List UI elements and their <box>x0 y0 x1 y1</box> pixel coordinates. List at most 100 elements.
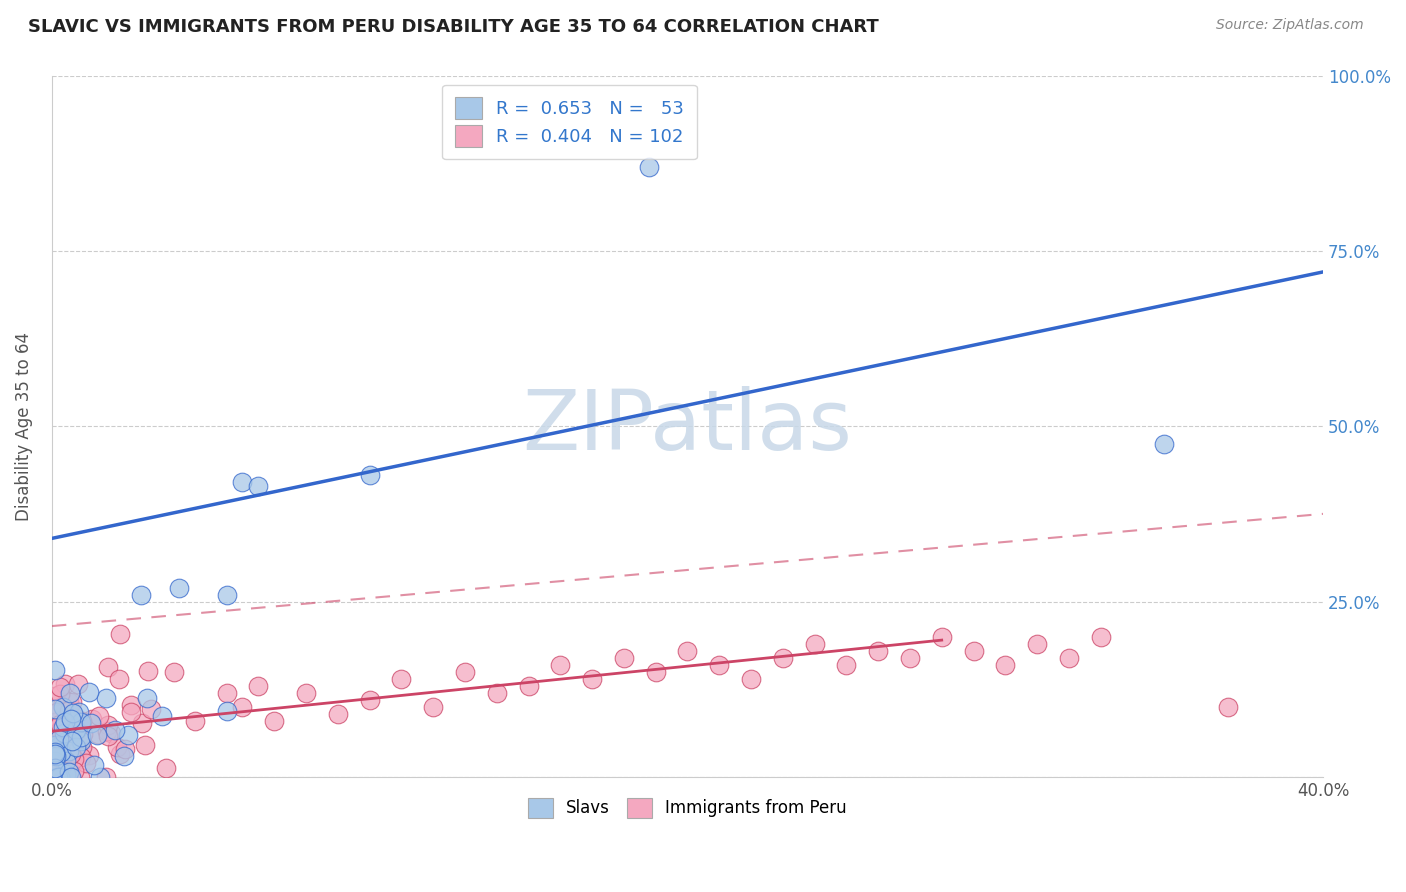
Point <box>139 702 162 716</box>
Point <box>644 665 666 679</box>
Point <box>100 726 122 740</box>
Point <box>231 475 253 490</box>
Point <box>59 712 82 726</box>
Point <box>51 752 73 766</box>
Point <box>110 747 132 761</box>
Point <box>48 739 70 754</box>
Point <box>62 706 84 721</box>
Point <box>44 755 66 769</box>
Point <box>60 770 83 784</box>
Point <box>53 677 76 691</box>
Point <box>53 726 76 740</box>
Point <box>44 747 66 761</box>
Point <box>44 714 66 729</box>
Point <box>63 752 86 766</box>
Point <box>49 764 72 778</box>
Point <box>44 739 66 753</box>
Point <box>51 698 73 713</box>
Point <box>46 770 69 784</box>
Point <box>868 643 890 657</box>
Point <box>65 723 87 738</box>
Point <box>550 657 572 672</box>
Point <box>70 730 93 744</box>
Point <box>110 627 132 641</box>
Point <box>46 755 69 769</box>
Legend: Slavs, Immigrants from Peru: Slavs, Immigrants from Peru <box>522 791 853 824</box>
Point <box>46 714 69 728</box>
Point <box>69 750 91 764</box>
Point <box>83 758 105 772</box>
Point <box>136 664 159 678</box>
Point <box>167 581 190 595</box>
Point <box>58 758 80 772</box>
Point <box>247 679 270 693</box>
Point <box>44 663 66 677</box>
Point <box>52 700 75 714</box>
Point <box>87 709 110 723</box>
Point <box>485 686 508 700</box>
Point <box>45 705 67 719</box>
Text: Source: ZipAtlas.com: Source: ZipAtlas.com <box>1216 18 1364 32</box>
Point <box>97 730 120 744</box>
Point <box>96 723 118 738</box>
Point <box>46 770 69 784</box>
Point <box>1090 630 1112 644</box>
Point <box>44 745 66 759</box>
Point <box>49 770 72 784</box>
Point <box>48 725 70 739</box>
Point <box>75 756 97 771</box>
Point <box>55 766 77 780</box>
Point <box>86 728 108 742</box>
Point <box>1153 436 1175 450</box>
Point <box>231 699 253 714</box>
Point <box>58 686 80 700</box>
Point <box>803 637 825 651</box>
Y-axis label: Disability Age 35 to 64: Disability Age 35 to 64 <box>15 332 32 521</box>
Point <box>389 672 412 686</box>
Point <box>295 686 318 700</box>
Point <box>120 705 142 719</box>
Point <box>44 761 66 775</box>
Point <box>105 739 128 754</box>
Point <box>45 770 67 784</box>
Point <box>77 685 100 699</box>
Point <box>69 714 91 729</box>
Point <box>215 704 238 718</box>
Point <box>114 742 136 756</box>
Point <box>835 657 858 672</box>
Point <box>44 770 66 784</box>
Point <box>215 587 238 601</box>
Point <box>994 657 1017 672</box>
Point <box>49 745 72 759</box>
Point <box>454 665 477 679</box>
Point <box>709 657 731 672</box>
Point <box>44 690 66 704</box>
Point <box>108 672 131 686</box>
Point <box>56 770 79 784</box>
Point <box>44 749 66 764</box>
Point <box>70 715 93 730</box>
Point <box>69 770 91 784</box>
Point <box>59 747 82 762</box>
Point <box>66 677 89 691</box>
Point <box>45 722 67 736</box>
Point <box>49 687 72 701</box>
Point <box>65 740 87 755</box>
Point <box>638 160 661 174</box>
Point <box>53 714 76 729</box>
Point <box>517 679 540 693</box>
Point <box>56 738 79 752</box>
Point <box>155 761 177 775</box>
Point <box>80 716 103 731</box>
Point <box>422 699 444 714</box>
Point <box>613 650 636 665</box>
Point <box>44 737 66 751</box>
Point <box>359 468 381 483</box>
Point <box>44 731 66 746</box>
Point <box>131 715 153 730</box>
Point <box>49 716 72 731</box>
Point <box>60 695 83 709</box>
Point <box>49 723 72 737</box>
Point <box>60 726 83 740</box>
Point <box>97 718 120 732</box>
